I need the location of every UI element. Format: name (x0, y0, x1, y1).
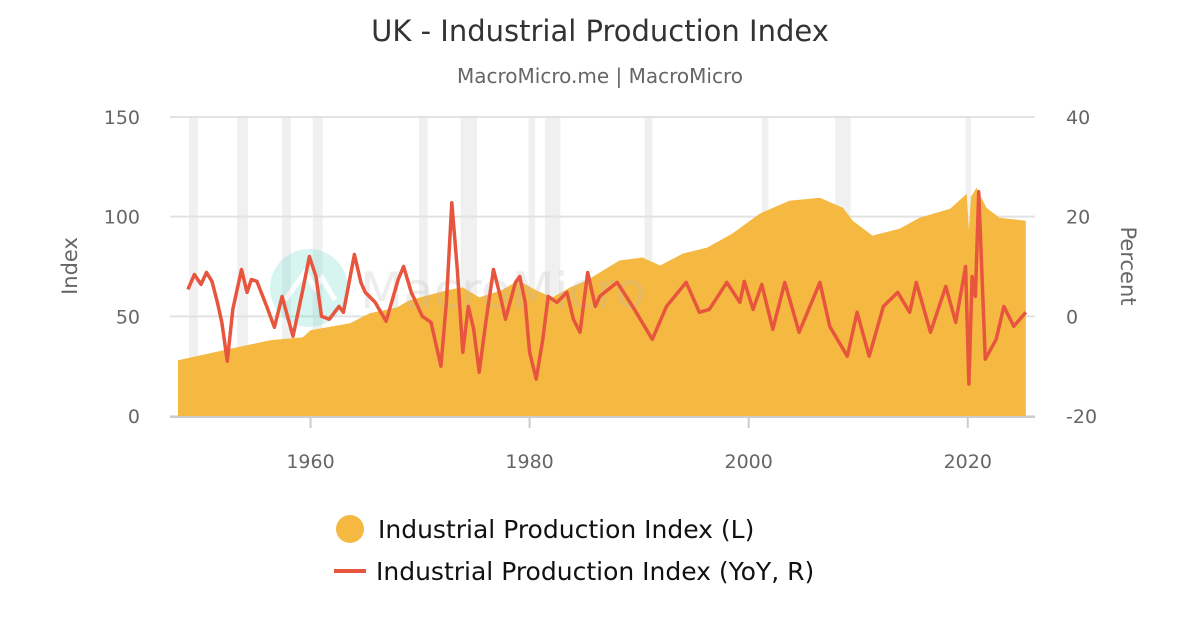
y-right-tick-label: 40 (1066, 107, 1090, 129)
y-right-tick-label: 0 (1066, 306, 1078, 328)
x-tick-label: 2020 (944, 451, 992, 473)
y-left-tick-label: 150 (104, 107, 140, 129)
y-left-tick-label: 0 (128, 406, 140, 428)
recession-band (237, 117, 249, 416)
recession-band (188, 117, 198, 416)
x-tick-label: 1980 (505, 451, 553, 473)
y-left-tick-label: 100 (104, 207, 140, 229)
recession-band (418, 117, 428, 416)
legend-circle-marker (336, 515, 364, 543)
y-right-tick-label: -20 (1066, 406, 1097, 428)
y-left-tick-label: 50 (116, 306, 140, 328)
chart-title: UK - Industrial Production Index (371, 14, 829, 48)
series-area-index (178, 187, 1026, 416)
legend-item-yoy[interactable]: Industrial Production Index (YoY, R) (334, 550, 814, 592)
legend-line-marker (334, 569, 366, 573)
y-axis-left-title: Index (58, 237, 82, 295)
legend-label: Industrial Production Index (L) (378, 514, 755, 544)
y-right-tick-label: 20 (1066, 207, 1090, 229)
legend-label: Industrial Production Index (YoY, R) (376, 556, 815, 586)
legend-item-index[interactable]: Industrial Production Index (L) (334, 508, 814, 550)
recession-band (528, 117, 536, 416)
series-line-yoy (186, 190, 1028, 386)
x-tick-label: 2000 (725, 451, 773, 473)
legend: Industrial Production Index (L) Industri… (334, 508, 814, 592)
recession-band (282, 117, 291, 416)
y-axis-right-title: Percent (1116, 226, 1140, 305)
recession-band (312, 117, 323, 416)
chart-subtitle: MacroMicro.me | MacroMicro (457, 64, 743, 88)
x-tick-label: 1960 (286, 451, 334, 473)
